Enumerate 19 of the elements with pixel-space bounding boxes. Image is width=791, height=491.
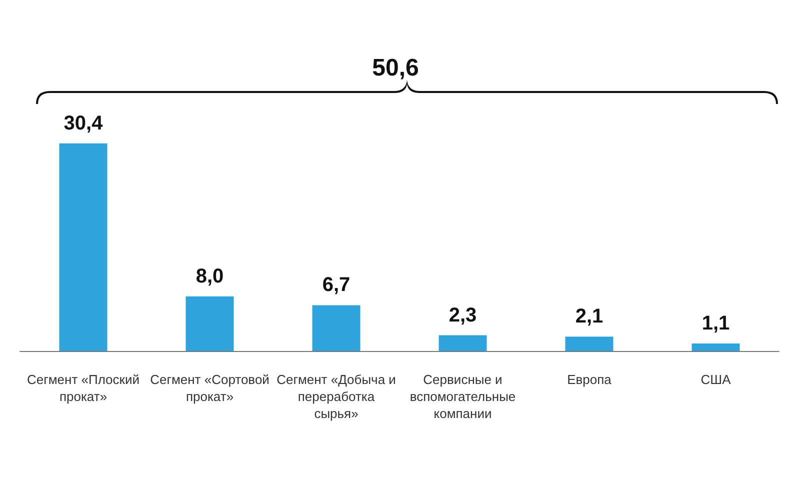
data-label: 6,7 — [322, 274, 350, 296]
x-tick-label: Европа — [567, 372, 612, 387]
x-tick-label: США — [700, 372, 732, 387]
bar — [438, 335, 487, 351]
bar — [312, 305, 360, 351]
x-tick-label: Сегмент «Плоский прокат» — [26, 372, 140, 404]
bar — [692, 343, 740, 351]
x-tick-label: Сервисные и вспомогательные компании — [410, 372, 516, 421]
x-tick-label: Сегмент «Сортовой прокат» — [150, 372, 270, 404]
data-label: 1,1 — [702, 312, 730, 334]
bar — [565, 336, 614, 351]
bar — [186, 296, 234, 351]
data-label: 2,3 — [448, 304, 477, 326]
data-label: 8,0 — [196, 265, 224, 288]
bar — [59, 143, 108, 351]
text: 50,6 — [372, 54, 419, 82]
x-tick-label: Сегмент «Добыча и переработка сырья» — [276, 372, 396, 421]
data-label: 30,4 — [64, 112, 104, 134]
data-label: 2,1 — [575, 306, 604, 328]
